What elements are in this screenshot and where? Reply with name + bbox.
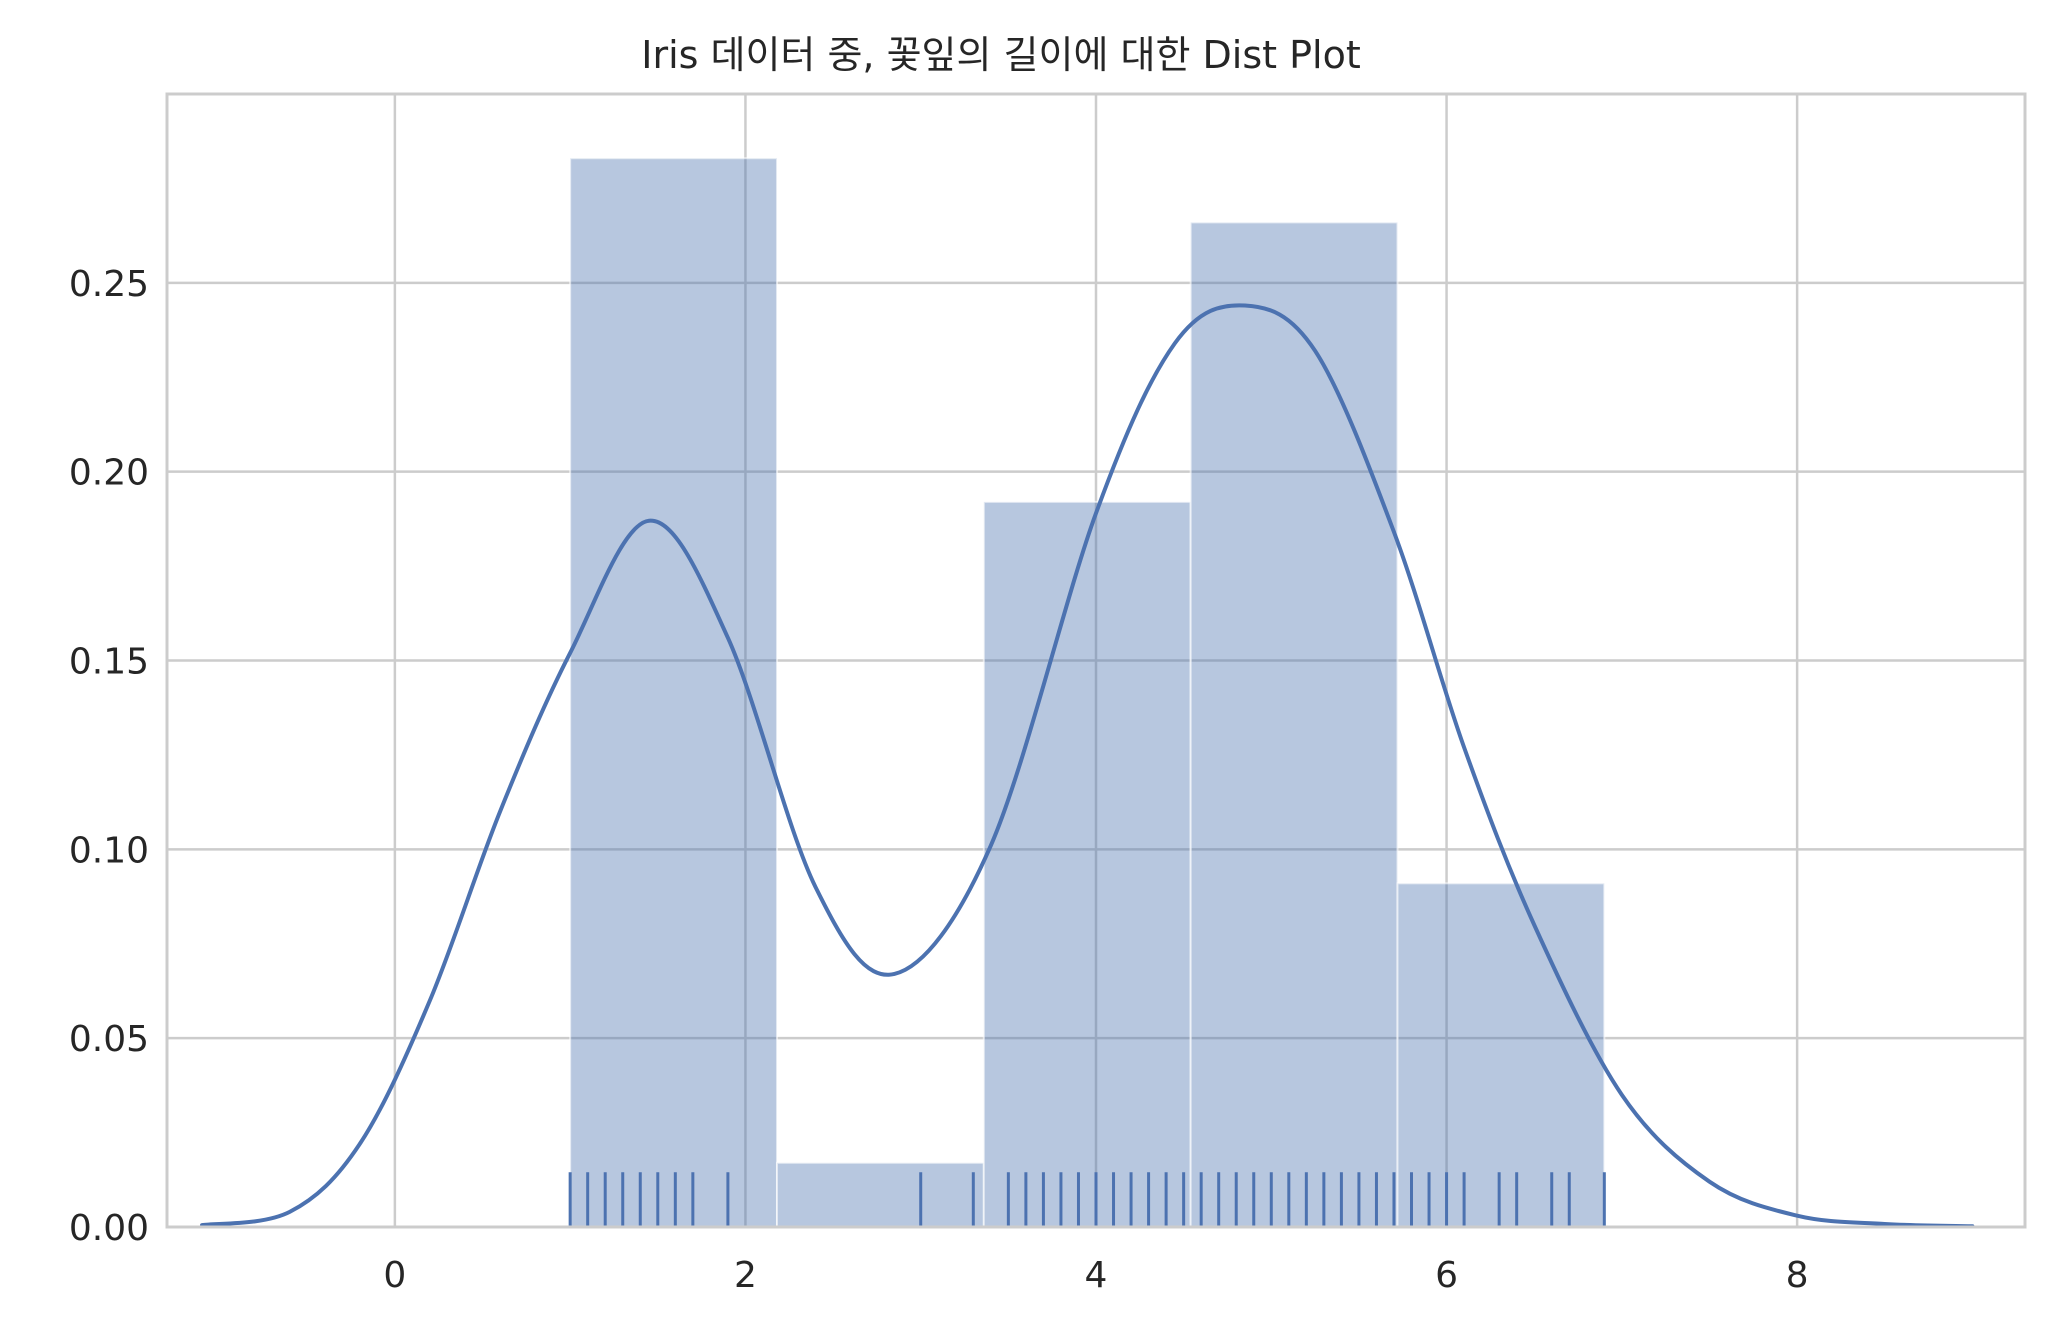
y-axis-ticks: 0.00 0.05 0.10 0.15 0.20 0.25 xyxy=(69,264,149,1249)
rug-marks xyxy=(568,1172,1606,1227)
x-tick-label: 2 xyxy=(734,1255,757,1296)
x-tick-label: 0 xyxy=(383,1255,406,1296)
x-tick-label: 8 xyxy=(1786,1255,1809,1296)
chart-title: Iris 데이터 중, 꽃잎의 길이에 대한 Dist Plot xyxy=(641,33,1360,77)
histogram-bar xyxy=(569,157,778,1228)
y-tick-label: 0.25 xyxy=(69,264,149,305)
x-tick-label: 6 xyxy=(1435,1255,1458,1296)
histogram-bar xyxy=(775,1161,985,1228)
histogram-bar xyxy=(982,500,1192,1228)
histogram-bars xyxy=(569,157,1606,1228)
y-tick-label: 0.10 xyxy=(69,830,149,871)
y-tick-label: 0.15 xyxy=(69,642,149,683)
kde-curve xyxy=(200,303,1975,1229)
kde-curve-layer xyxy=(200,303,1975,1229)
x-tick-label: 4 xyxy=(1085,1255,1108,1296)
y-tick-label: 0.00 xyxy=(69,1208,149,1249)
x-axis-ticks: 0 2 4 6 8 xyxy=(383,1255,1808,1296)
histogram-bar xyxy=(1396,882,1606,1228)
y-tick-label: 0.20 xyxy=(69,453,149,494)
plot-frame xyxy=(165,92,2027,1229)
histogram-bar xyxy=(1189,221,1399,1228)
y-tick-label: 0.05 xyxy=(69,1019,149,1060)
